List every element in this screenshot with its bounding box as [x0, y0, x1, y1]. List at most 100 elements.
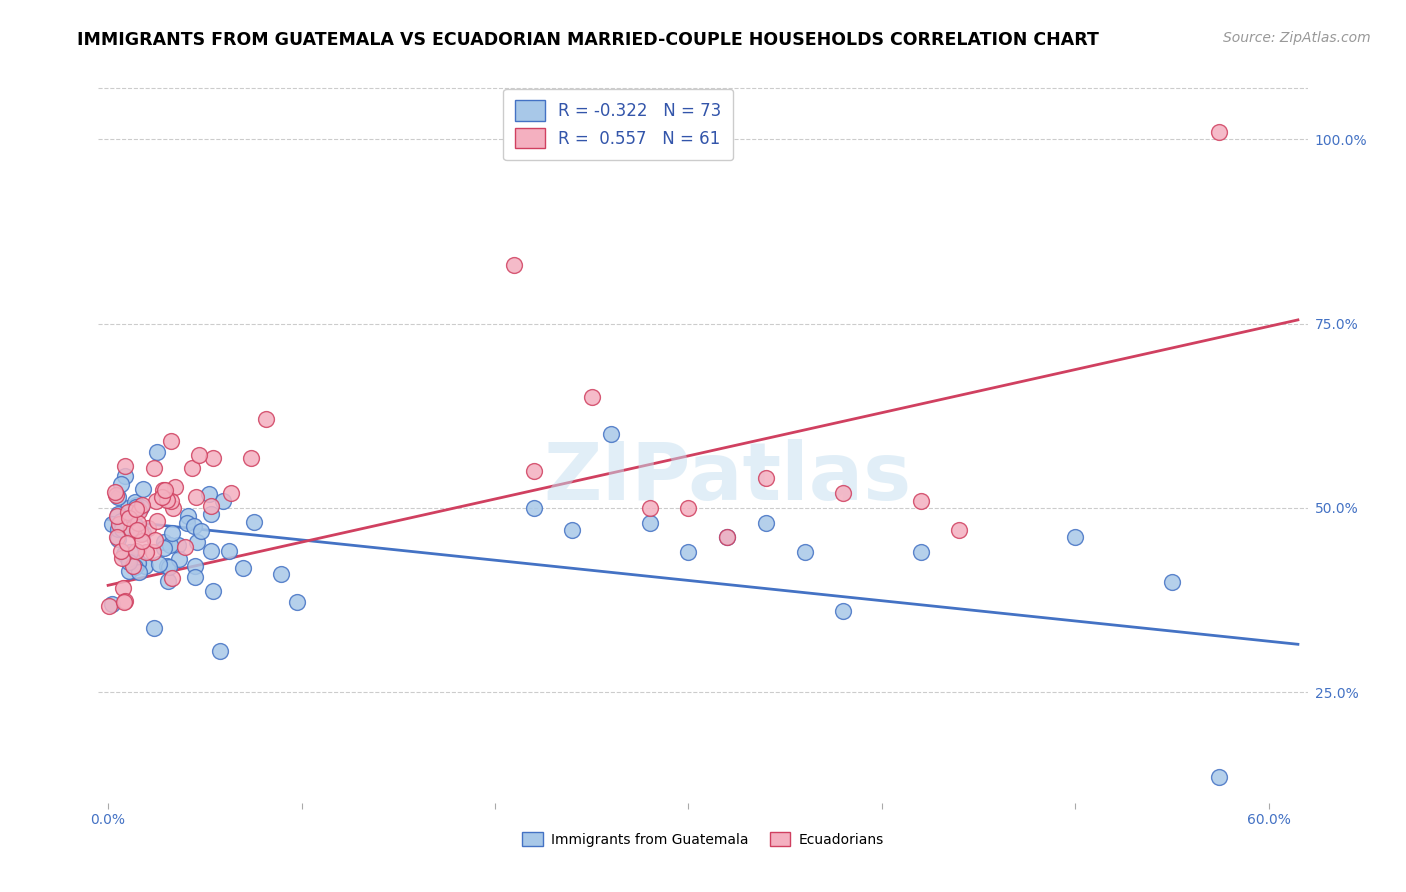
Point [716, 530, 738, 544]
Point [174, 540, 197, 554]
Point [285, 595, 308, 609]
Point [183, 570, 205, 584]
Point [107, 507, 129, 521]
Text: ZIPatlas: ZIPatlas [543, 439, 911, 516]
Point [104, 488, 127, 502]
Point [160, 525, 183, 540]
Point [120, 522, 142, 536]
Text: IMMIGRANTS FROM GUATEMALA VS ECUADORIAN MARRIED-COUPLE HOUSEHOLDS CORRELATION CH: IMMIGRANTS FROM GUATEMALA VS ECUADORIAN … [77, 31, 1099, 49]
Point [117, 519, 139, 533]
Point [167, 537, 190, 551]
Point [561, 523, 583, 537]
Point [112, 547, 135, 561]
Point [156, 574, 179, 589]
Point [114, 594, 136, 608]
Point [121, 559, 143, 574]
Point [132, 482, 155, 496]
Point [114, 469, 136, 483]
Point [156, 493, 179, 508]
Point [600, 427, 623, 442]
Point [183, 558, 205, 573]
Point [114, 459, 136, 474]
Point [200, 544, 222, 558]
Point [162, 501, 184, 516]
Point [124, 494, 146, 508]
Point [163, 480, 186, 494]
Point [127, 556, 149, 570]
Point [110, 477, 132, 491]
Point [1161, 574, 1184, 589]
Point [128, 503, 150, 517]
Point [111, 522, 134, 536]
Point [200, 507, 222, 521]
Point [107, 522, 129, 536]
Point [190, 524, 212, 538]
Point [242, 516, 264, 530]
Point [117, 551, 139, 566]
Point [793, 545, 815, 559]
Point [1208, 125, 1230, 139]
Point [143, 461, 166, 475]
Legend: Immigrants from Guatemala, Ecuadorians: Immigrants from Guatemala, Ecuadorians [515, 825, 891, 854]
Point [176, 516, 198, 530]
Point [134, 558, 156, 573]
Point [832, 486, 855, 500]
Point [105, 508, 128, 523]
Point [218, 543, 240, 558]
Point [101, 598, 124, 612]
Point [125, 501, 148, 516]
Point [160, 571, 183, 585]
Point [188, 448, 211, 462]
Point [503, 258, 526, 272]
Point [150, 490, 173, 504]
Point [523, 464, 546, 478]
Point [270, 566, 292, 581]
Point [128, 565, 150, 579]
Point [110, 544, 132, 558]
Point [186, 535, 208, 549]
Point [132, 526, 155, 541]
Point [107, 516, 129, 531]
Point [186, 490, 208, 504]
Point [581, 390, 603, 404]
Point [117, 505, 139, 519]
Point [129, 527, 152, 541]
Point [98, 599, 121, 613]
Point [145, 494, 167, 508]
Point [145, 514, 167, 528]
Point [125, 544, 148, 558]
Point [167, 552, 190, 566]
Point [1208, 770, 1230, 784]
Point [125, 498, 148, 512]
Point [153, 483, 176, 498]
Point [523, 500, 546, 515]
Point [160, 434, 183, 448]
Point [110, 514, 132, 528]
Point [208, 644, 231, 658]
Point [114, 594, 136, 608]
Point [142, 545, 165, 559]
Point [152, 483, 174, 497]
Point [183, 519, 205, 533]
Point [678, 545, 700, 559]
Point [142, 621, 165, 635]
Point [136, 521, 159, 535]
Point [212, 494, 235, 508]
Point [117, 555, 139, 569]
Point [180, 461, 202, 475]
Point [125, 524, 148, 538]
Point [111, 551, 134, 566]
Point [104, 484, 127, 499]
Point [128, 516, 150, 530]
Point [219, 485, 242, 500]
Point [101, 517, 124, 532]
Point [910, 545, 932, 559]
Point [124, 500, 146, 515]
Point [124, 517, 146, 532]
Point [135, 544, 157, 558]
Point [107, 491, 129, 505]
Point [127, 555, 149, 569]
Point [159, 538, 181, 552]
Point [638, 500, 661, 515]
Point [160, 494, 183, 508]
